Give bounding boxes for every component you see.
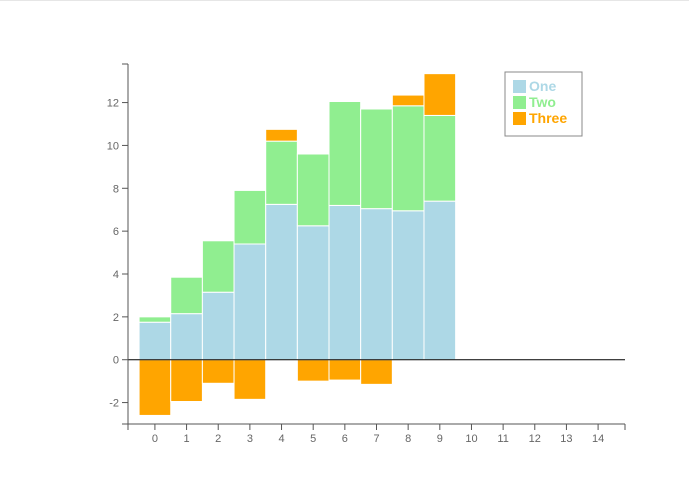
bar-one-5 — [296, 225, 330, 361]
legend-label-one: One — [529, 78, 556, 94]
bar-one-1 — [170, 313, 203, 361]
bar-three-2 — [201, 359, 235, 384]
top-border — [0, 0, 689, 1]
bar-one-7 — [360, 208, 393, 361]
legend-swatch-two — [513, 96, 526, 109]
bar-one-2 — [201, 291, 235, 361]
bar-one-4 — [265, 203, 298, 361]
x-tick-label-14: 14 — [592, 433, 604, 445]
bar-two-9 — [423, 114, 457, 202]
y-tick-label-4: 4 — [113, 269, 119, 281]
y-tick-label-0: 0 — [113, 355, 119, 367]
bar-one-3 — [233, 243, 267, 361]
bar-two-0 — [138, 316, 172, 323]
bar-one-9 — [423, 200, 457, 361]
x-tick-label-3: 3 — [247, 433, 253, 445]
x-tick-label-0: 0 — [152, 433, 158, 445]
x-tick-label-7: 7 — [373, 433, 379, 445]
bar-two-6 — [328, 101, 362, 206]
bar-two-4 — [265, 140, 298, 205]
bar-three-0 — [138, 359, 172, 416]
bar-three-6 — [328, 359, 362, 381]
bar-one-0 — [138, 321, 172, 361]
x-tick-label-9: 9 — [437, 433, 443, 445]
bar-three-5 — [296, 359, 330, 382]
x-tick-label-5: 5 — [310, 433, 316, 445]
bar-two-3 — [233, 189, 267, 245]
bar-three-8 — [391, 94, 425, 107]
bar-one-8 — [391, 210, 425, 361]
x-tick-label-12: 12 — [529, 433, 541, 445]
bar-two-7 — [360, 108, 393, 210]
y-tick-label-10: 10 — [107, 140, 119, 152]
x-tick-label-11: 11 — [497, 433, 508, 445]
x-tick-label-4: 4 — [278, 433, 284, 445]
y-tick-label-8: 8 — [113, 183, 119, 195]
bar-three-7 — [360, 359, 393, 385]
y-tick-label-6: 6 — [113, 226, 119, 238]
bar-two-5 — [296, 153, 330, 227]
bar-one-6 — [328, 204, 362, 361]
y-tick-label-2: 2 — [113, 312, 119, 324]
x-tick-label-1: 1 — [184, 433, 190, 445]
bar-three-9 — [423, 73, 457, 116]
x-tick-label-10: 10 — [465, 433, 477, 445]
legend-swatch-one — [513, 80, 526, 93]
bars-layer — [138, 73, 457, 416]
x-tick-label-13: 13 — [560, 433, 572, 445]
legend-label-three: Three — [529, 110, 567, 126]
bar-three-1 — [170, 359, 203, 403]
bar-three-3 — [233, 359, 267, 400]
x-tick-label-6: 6 — [342, 433, 348, 445]
legend-label-two: Two — [529, 94, 556, 110]
bar-two-1 — [170, 276, 203, 315]
y-tick-label-12: 12 — [107, 98, 119, 110]
bar-two-8 — [391, 105, 425, 212]
x-tick-label-2: 2 — [215, 433, 221, 445]
y-tick-label--2: -2 — [109, 398, 119, 410]
bar-two-2 — [201, 240, 235, 293]
bar-three-4 — [265, 128, 298, 142]
x-tick-label-8: 8 — [405, 433, 411, 445]
legend-swatch-three — [513, 112, 526, 125]
